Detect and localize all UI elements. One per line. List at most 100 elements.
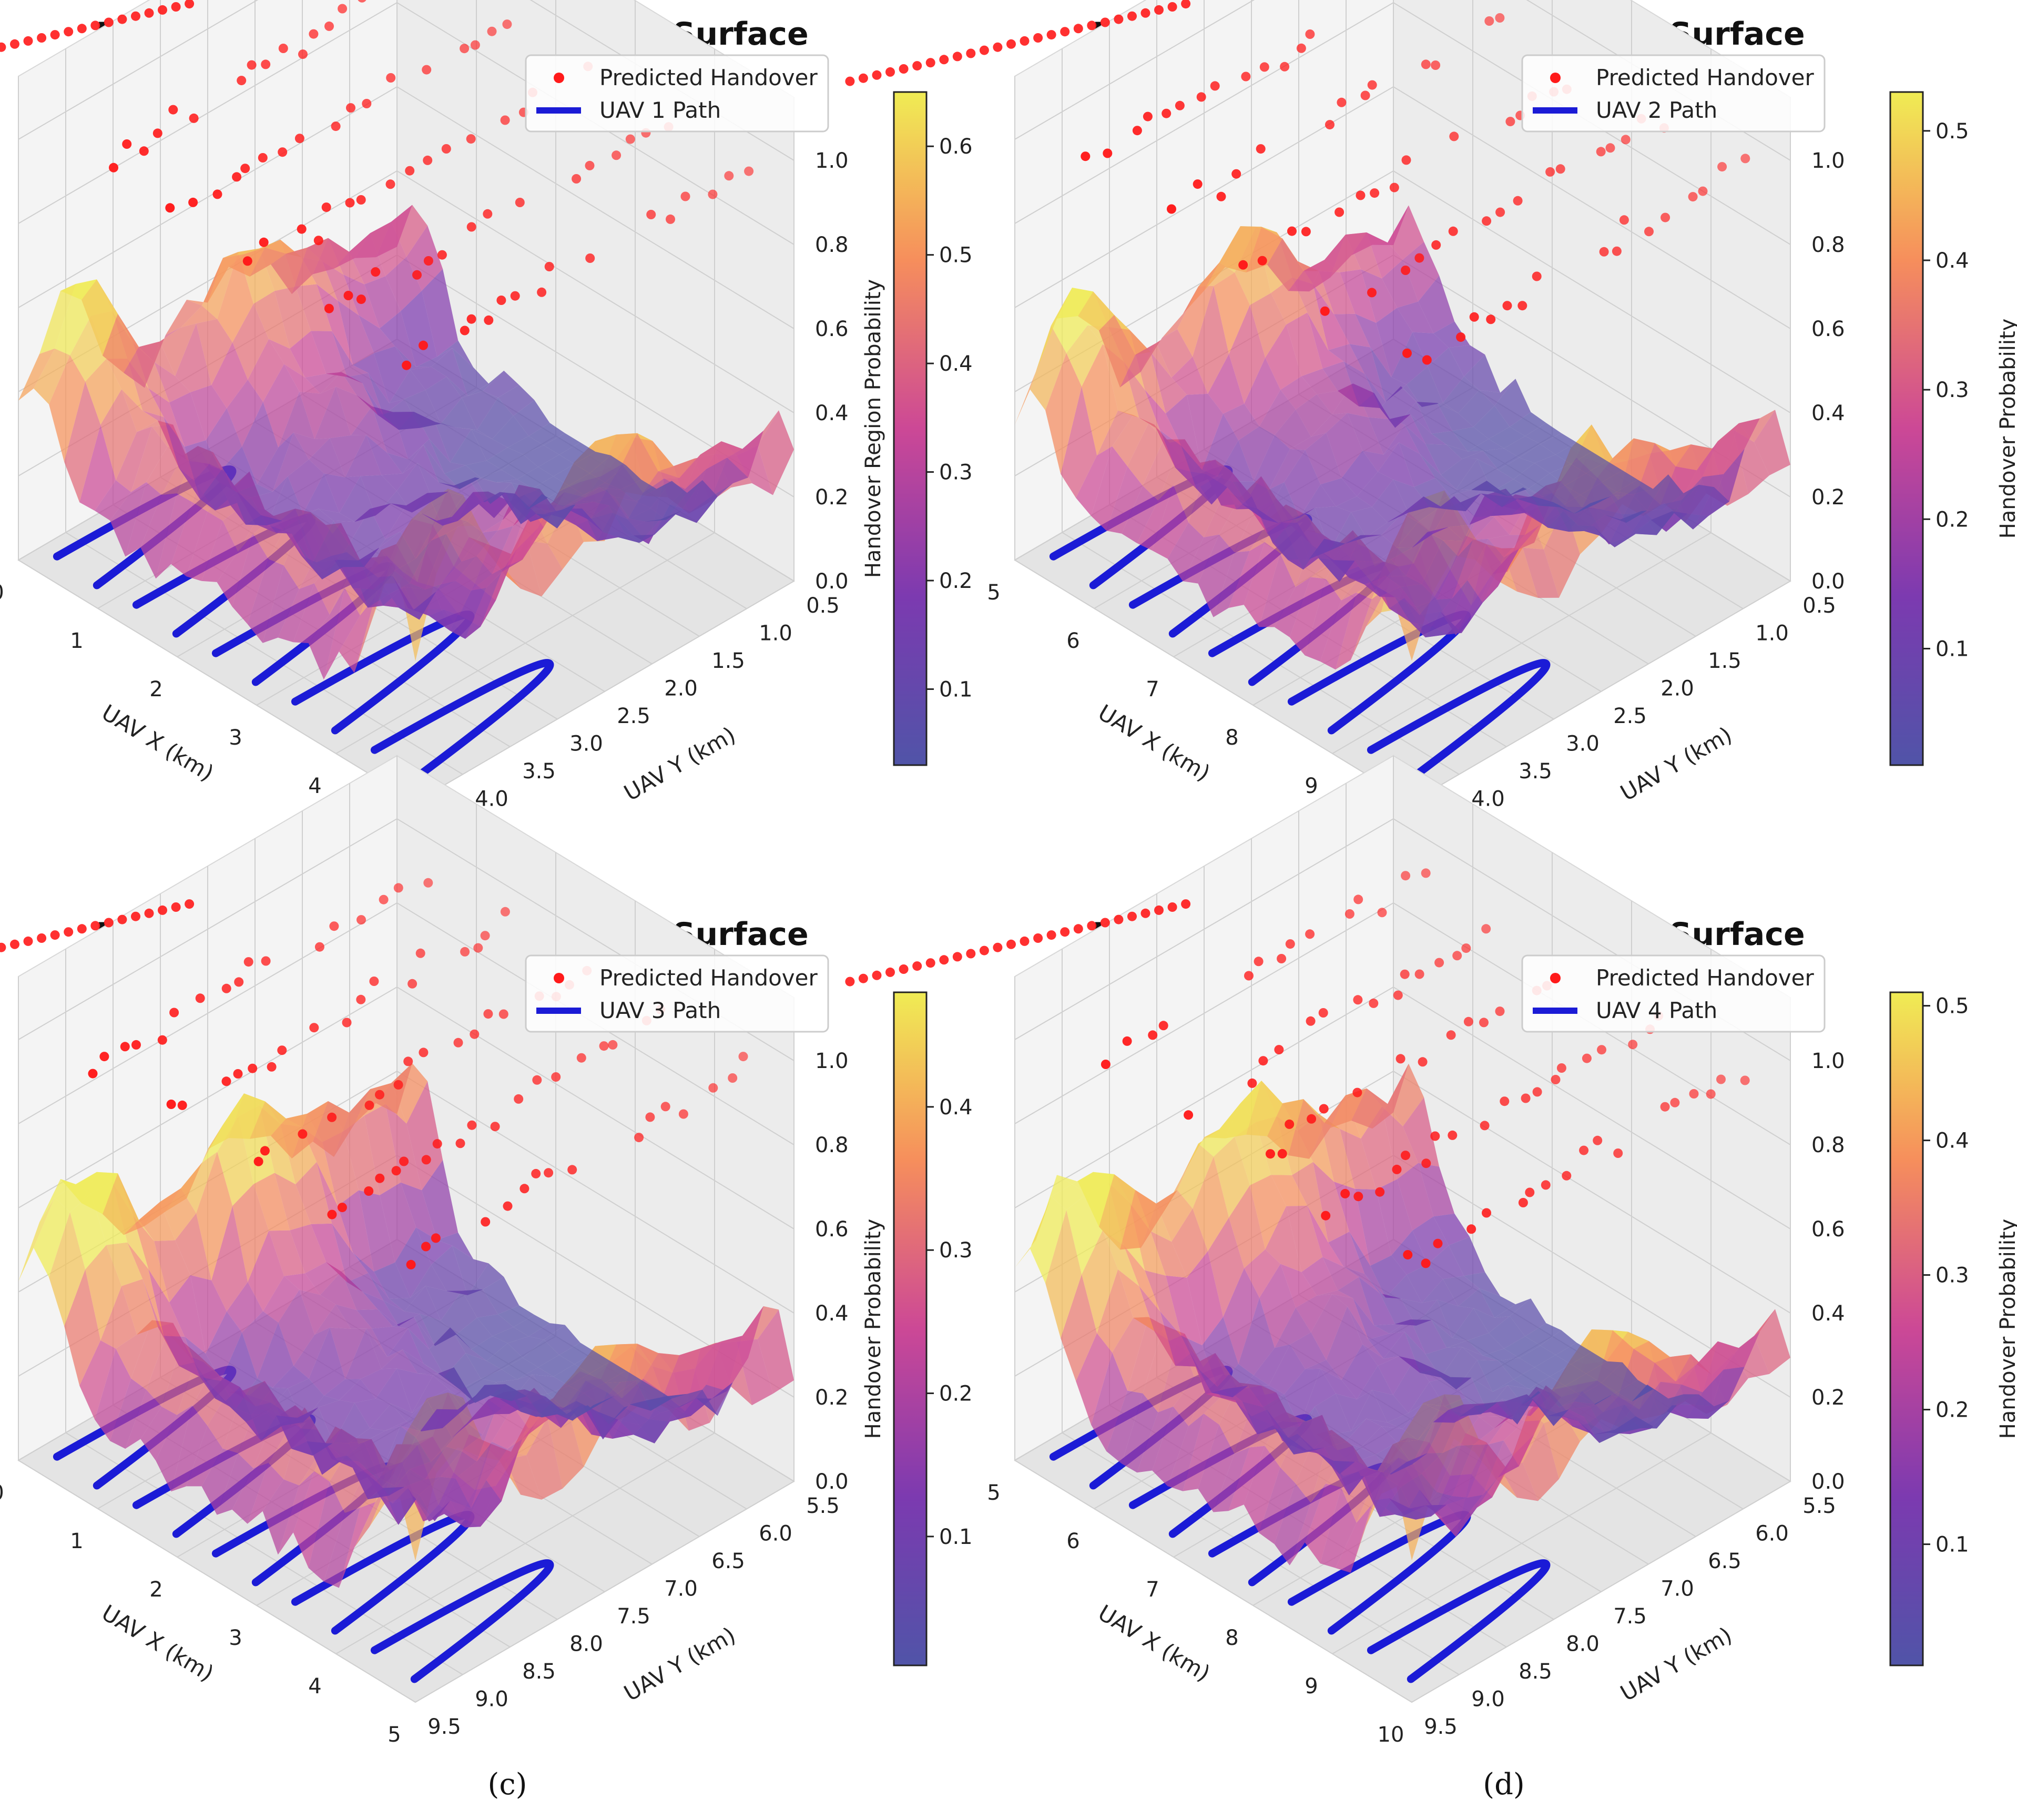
surface-cell bbox=[1322, 361, 1359, 406]
x-tick-label: 7 bbox=[1146, 677, 1159, 701]
surface-cell bbox=[1379, 586, 1416, 607]
surface-cell bbox=[1078, 291, 1114, 331]
y-tick-label: 1.5 bbox=[711, 649, 745, 673]
surface-cell bbox=[589, 455, 626, 483]
surface-cell bbox=[476, 1404, 513, 1462]
surface-cell bbox=[1473, 405, 1510, 439]
x-axis-label: UAV X (km) bbox=[97, 699, 218, 786]
surface-cell bbox=[164, 417, 200, 499]
surface-cell bbox=[1223, 403, 1260, 441]
handover-point bbox=[23, 936, 33, 946]
surface-cell bbox=[1503, 1420, 1540, 1467]
surface-cell bbox=[290, 1224, 327, 1274]
surface-cell bbox=[1246, 227, 1282, 272]
handover-point bbox=[1593, 1135, 1603, 1145]
surface-cell bbox=[355, 221, 391, 258]
surface-cell bbox=[429, 439, 466, 474]
surface-cell bbox=[1118, 1269, 1155, 1331]
handover-point bbox=[157, 1035, 167, 1045]
surface-cell bbox=[1482, 549, 1519, 603]
surface-cell bbox=[1488, 535, 1525, 557]
surface-cell bbox=[523, 1339, 559, 1367]
handover-point bbox=[1466, 1224, 1476, 1234]
handover-point bbox=[297, 224, 307, 234]
surface-cell bbox=[1326, 413, 1363, 479]
prediction-surface bbox=[18, 205, 794, 680]
handover-point bbox=[952, 52, 962, 62]
handover-point bbox=[885, 67, 895, 77]
handover-point bbox=[1073, 924, 1083, 934]
surface-cell bbox=[217, 534, 253, 607]
surface-cell bbox=[1309, 235, 1346, 292]
handover-point bbox=[1661, 212, 1670, 222]
surface-cell bbox=[396, 1368, 433, 1413]
handover-point bbox=[1046, 930, 1056, 940]
surface-cell bbox=[1458, 1417, 1494, 1446]
handover-point bbox=[1020, 936, 1030, 946]
surface-cell bbox=[1202, 1317, 1239, 1387]
surface-cell bbox=[39, 1179, 76, 1223]
surface-cell bbox=[1395, 402, 1432, 434]
surface-cell bbox=[251, 1387, 288, 1415]
surface-cell bbox=[1504, 1336, 1541, 1358]
surface-cell bbox=[343, 1115, 380, 1195]
legend-handover-label: Predicted Handover bbox=[599, 965, 818, 991]
surface-cell bbox=[257, 1323, 294, 1388]
surface-cell bbox=[434, 1478, 471, 1521]
colorbar-tick-label: 0.3 bbox=[939, 461, 973, 485]
surface-cell bbox=[1354, 1455, 1391, 1475]
surface-cell bbox=[217, 1453, 253, 1515]
surface-cell bbox=[483, 1277, 519, 1315]
surface-cell bbox=[471, 566, 507, 591]
surface-cell bbox=[505, 1455, 542, 1500]
surface-cell bbox=[1137, 1406, 1174, 1473]
surface-cell bbox=[1244, 542, 1280, 627]
grid-line bbox=[18, 902, 794, 1145]
surface-cell bbox=[429, 1501, 465, 1528]
handover-point bbox=[1597, 1045, 1606, 1055]
surface-cell bbox=[475, 477, 512, 504]
legend-box bbox=[525, 954, 829, 1033]
handover-point bbox=[375, 1173, 385, 1183]
handover-point bbox=[1285, 939, 1295, 949]
surface-cell bbox=[452, 1245, 489, 1295]
surface-cell bbox=[1449, 345, 1485, 377]
surface-cell bbox=[603, 532, 639, 543]
x-tick-label: 0 bbox=[0, 1481, 4, 1505]
surface-cell bbox=[1299, 1368, 1336, 1427]
surface-cell bbox=[1540, 433, 1577, 455]
surface-cell bbox=[1559, 495, 1596, 514]
surface-cell bbox=[578, 487, 615, 502]
surface-cell bbox=[383, 1300, 420, 1326]
surface-cell bbox=[502, 454, 538, 480]
surface-cell bbox=[477, 398, 514, 439]
surface-cell bbox=[140, 493, 177, 579]
surface-cell bbox=[1693, 1400, 1729, 1419]
surface-cell bbox=[1167, 522, 1204, 582]
surface-cell bbox=[1288, 260, 1325, 292]
surface-cell bbox=[1208, 1217, 1245, 1317]
surface-cell bbox=[374, 346, 411, 403]
surface-cell bbox=[1462, 1347, 1499, 1361]
surface-cell bbox=[1550, 464, 1586, 486]
surface-cell bbox=[1290, 1332, 1327, 1369]
surface-cell bbox=[1238, 1297, 1275, 1376]
surface-cell bbox=[1187, 393, 1224, 470]
handover-point bbox=[364, 1100, 374, 1110]
surface-cell bbox=[282, 509, 319, 521]
surface-cell bbox=[413, 593, 450, 631]
handover-point bbox=[1285, 1119, 1295, 1129]
handover-point bbox=[872, 70, 882, 80]
legend-handover-label: Predicted Handover bbox=[1596, 65, 1815, 90]
surface-cell bbox=[437, 340, 474, 368]
handover-point bbox=[1401, 1151, 1410, 1161]
surface-cell bbox=[1193, 1156, 1229, 1252]
surface-cell bbox=[681, 1389, 718, 1416]
handover-point bbox=[1337, 97, 1347, 107]
surface-cell bbox=[1388, 1063, 1424, 1126]
handover-point bbox=[1259, 62, 1269, 72]
surface-cell bbox=[387, 1328, 424, 1364]
surface-cell bbox=[450, 1480, 486, 1528]
handover-point bbox=[1541, 1180, 1551, 1190]
surface-cell bbox=[1605, 1416, 1642, 1434]
